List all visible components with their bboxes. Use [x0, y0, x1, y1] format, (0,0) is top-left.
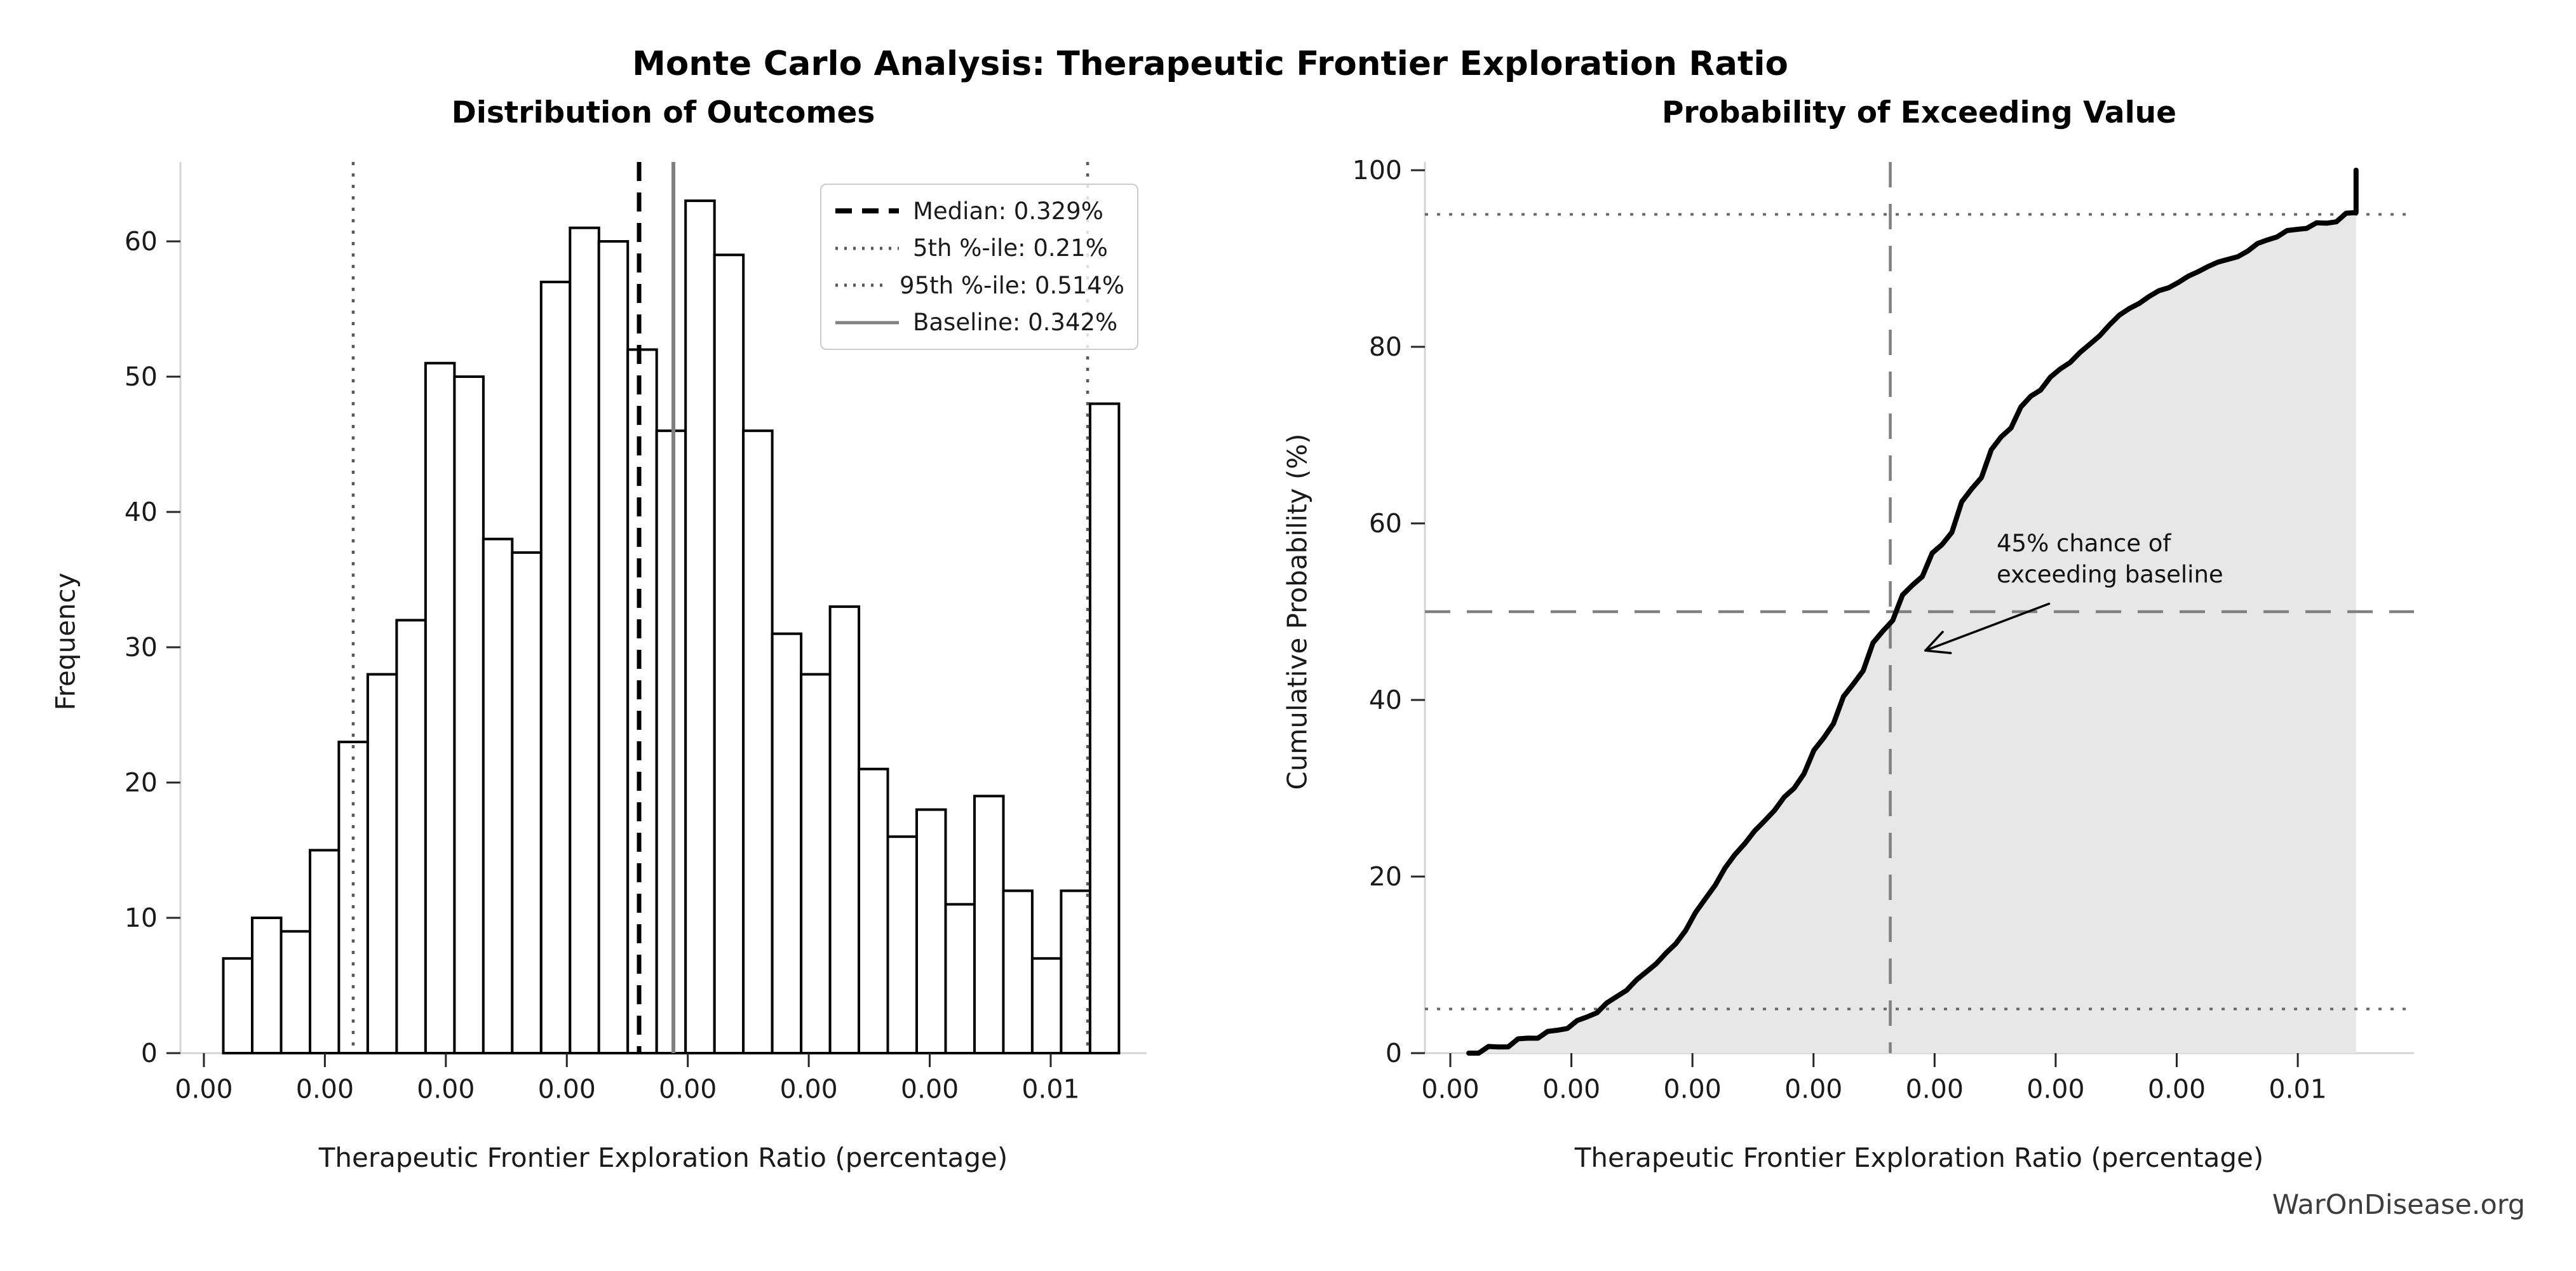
x-tick-label: 0.00 — [1664, 1073, 1722, 1104]
histogram-bar — [1002, 889, 1034, 1055]
histogram-bar — [251, 917, 283, 1054]
legend-dotted-line-swatch — [835, 283, 887, 287]
legend: Median: 0.329% 5th %-ile: 0.21% 95th %-ile… — [820, 184, 1138, 350]
x-tick-label: 0.00 — [779, 1073, 837, 1104]
histogram-bar — [222, 957, 253, 1055]
histogram-bar — [713, 253, 745, 1054]
y-tick-label: 50 — [125, 361, 158, 392]
x-tick-label: 0.00 — [2148, 1073, 2206, 1104]
legend-item-median: Median: 0.329% — [834, 198, 1124, 225]
y-tick-label: 40 — [1369, 685, 1402, 715]
legend-label: Median: 0.329% — [913, 197, 1103, 225]
histogram-bar — [771, 632, 803, 1054]
histogram-bar — [453, 375, 485, 1054]
x-tick-label: 0.01 — [1022, 1073, 1079, 1104]
x-tick-label: 0.00 — [1784, 1073, 1842, 1104]
y-tick-label: 60 — [125, 226, 158, 257]
histogram-bar — [886, 835, 918, 1054]
histogram-bar — [539, 280, 572, 1054]
histogram-bar — [337, 741, 369, 1054]
histogram-bar — [1088, 402, 1121, 1054]
y-tick-label: 10 — [125, 903, 158, 933]
y-tick-label: 20 — [1369, 861, 1402, 892]
y-tick-label: 100 — [1352, 155, 1402, 185]
histogram-bar — [569, 226, 600, 1055]
x-tick-label: 0.00 — [417, 1073, 475, 1104]
histogram-bar — [684, 199, 716, 1055]
legend-label: Baseline: 0.342% — [913, 309, 1118, 337]
legend-item-baseline: Baseline: 0.342% — [834, 309, 1124, 336]
right-plot-yaxis-label: Cumulative Probability (%) — [1281, 433, 1313, 790]
y-tick-label: 30 — [125, 632, 158, 662]
histogram-bar — [800, 673, 832, 1054]
histogram-bar — [626, 348, 658, 1054]
histogram-bar — [655, 429, 687, 1054]
legend-label: 5th %-ile: 0.21% — [913, 234, 1108, 262]
legend-dotted-line-swatch — [835, 246, 899, 250]
x-tick-label: 0.01 — [2269, 1073, 2326, 1104]
y-tick-label: 0 — [141, 1038, 158, 1068]
footer-credit: WarOnDisease.org — [2272, 1189, 2525, 1221]
histogram-bar — [858, 767, 889, 1054]
legend-dashed-line-swatch — [835, 208, 899, 214]
histogram-bar — [742, 429, 774, 1054]
y-tick-label: 0 — [1386, 1038, 1402, 1068]
x-tick-label: 0.00 — [175, 1073, 233, 1104]
histogram-bar — [597, 240, 630, 1054]
figure-title: Monte Carlo Analysis: Therapeutic Fronti… — [632, 44, 1788, 83]
annotation-arrowhead — [1924, 649, 1952, 654]
annotation-arrow — [1924, 602, 2051, 652]
histogram-bar — [424, 361, 456, 1055]
cdf-curve — [1466, 168, 2359, 1056]
legend-item-p95: 95th %-ile: 0.514% — [834, 272, 1124, 299]
histogram-bar — [482, 537, 514, 1054]
histogram-bar — [973, 795, 1005, 1055]
histogram-bar — [1030, 957, 1063, 1055]
x-tick-label: 0.00 — [538, 1073, 596, 1104]
histogram-bar — [828, 605, 861, 1054]
legend-label: 95th %-ile: 0.514% — [900, 271, 1124, 299]
x-tick-label: 0.00 — [1906, 1073, 1964, 1104]
histogram-bar — [280, 930, 311, 1055]
annotation-arrowhead — [1924, 631, 1944, 652]
x-tick-label: 0.00 — [1542, 1073, 1600, 1104]
cdf-fill — [1469, 212, 2356, 1054]
y-tick-label: 60 — [1369, 508, 1402, 539]
y-tick-label: 20 — [125, 767, 158, 798]
x-tick-label: 0.00 — [1421, 1073, 1479, 1104]
left-plot-xaxis-label: Therapeutic Frontier Exploration Ratio (… — [318, 1142, 1008, 1173]
histogram-bar — [1060, 889, 1091, 1055]
legend-item-p5: 5th %-ile: 0.21% — [834, 234, 1124, 262]
histogram-bar — [395, 619, 427, 1054]
histogram-bar — [366, 673, 398, 1054]
right-plot-xaxis-label: Therapeutic Frontier Exploration Ratio (… — [1574, 1142, 2264, 1173]
y-tick-label: 80 — [1369, 332, 1402, 362]
y-tick-label: 40 — [125, 497, 158, 527]
left-plot-yaxis-label: Frequency — [50, 572, 81, 711]
x-tick-label: 0.00 — [2026, 1073, 2084, 1104]
histogram-bar — [309, 849, 341, 1054]
left-plot-title: Distribution of Outcomes — [451, 95, 875, 130]
legend-solid-line-swatch — [835, 321, 899, 325]
cdf-annotation-text: 45% chance of exceeding baseline — [1997, 530, 2223, 588]
histogram-bar — [511, 551, 543, 1054]
right-plot-title: Probability of Exceeding Value — [1661, 95, 2177, 130]
x-tick-label: 0.00 — [296, 1073, 354, 1104]
histogram-bar — [915, 808, 947, 1054]
histogram-bar — [944, 903, 976, 1054]
x-tick-label: 0.00 — [901, 1073, 959, 1104]
x-tick-label: 0.00 — [659, 1073, 717, 1104]
